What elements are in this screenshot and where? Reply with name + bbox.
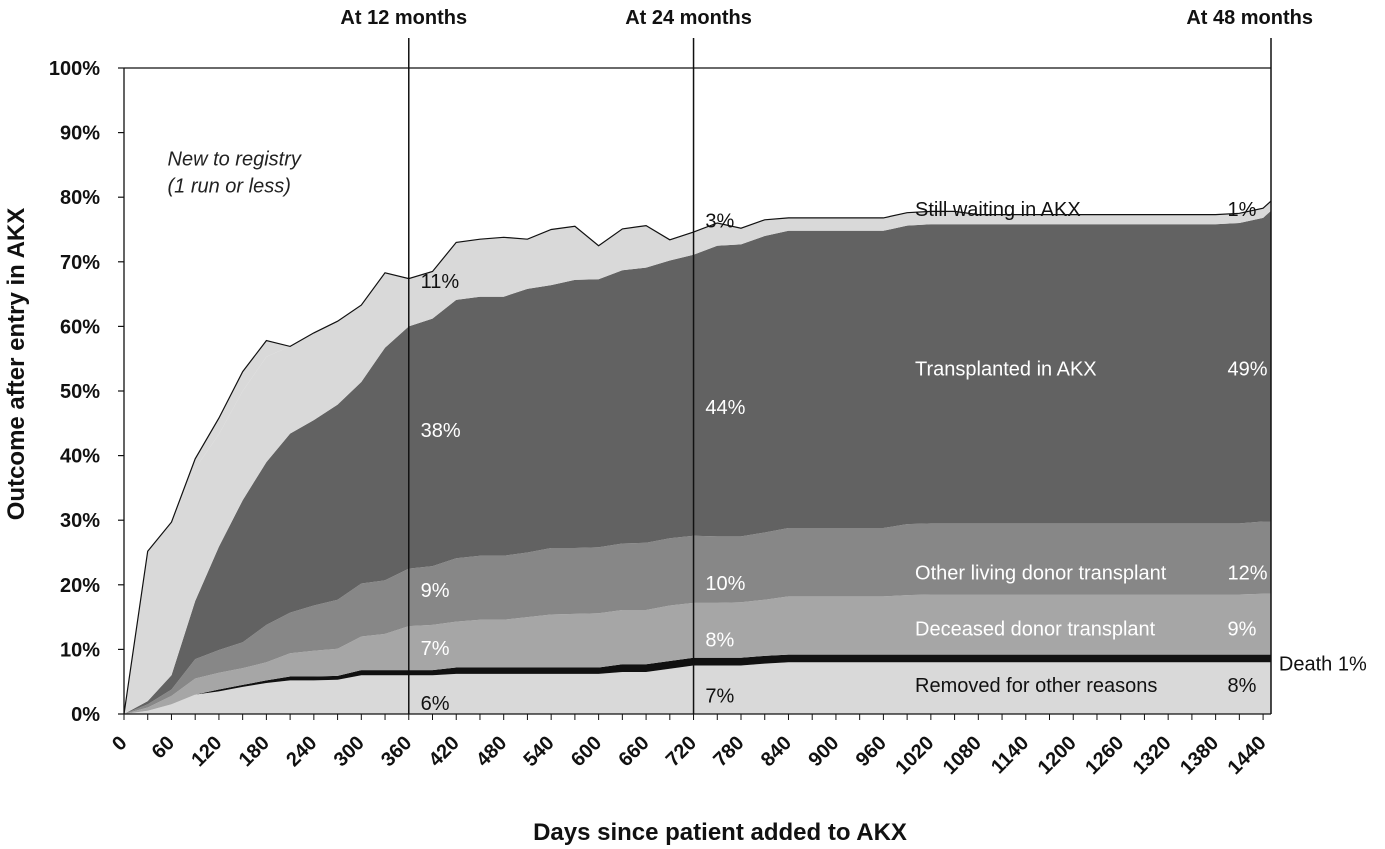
y-tick-label: 40% <box>60 446 100 468</box>
annotation-living-12: 9% <box>421 580 450 602</box>
annotation-removed: Removed for other reasons <box>915 675 1157 697</box>
annotation-new-registry-2: (1 run or less) <box>168 176 291 198</box>
area-other-living-donor-transplant <box>124 521 1271 714</box>
y-tick-label: 0% <box>71 704 100 726</box>
x-tick-label: 900 <box>804 732 843 771</box>
y-tick-label: 90% <box>60 123 100 145</box>
annotations-group: New to registry (1 run or less) 11% 38% 9% 7%… <box>168 148 1367 715</box>
x-tick-label: 1020 <box>891 732 938 779</box>
x-tick-label: 360 <box>377 732 416 771</box>
area-series-group <box>123 200 1272 715</box>
y-tick-label: 30% <box>60 510 100 532</box>
annotation-waiting-48: 1% <box>1227 199 1256 221</box>
x-tick-label: 1260 <box>1081 732 1128 779</box>
milestone-label-at-48-months: At 48 months <box>1186 7 1313 29</box>
y-tick-label: 100% <box>49 58 100 80</box>
x-tick-label: 1200 <box>1034 732 1081 779</box>
x-tick-label: 840 <box>757 732 796 771</box>
x-tick-label: 420 <box>425 732 464 771</box>
area-death <box>124 654 1271 714</box>
x-tick-label: 540 <box>520 732 559 771</box>
annotation-still-waiting: Still waiting in AKX <box>915 199 1081 221</box>
milestone-label-at-12-months: At 12 months <box>340 7 467 29</box>
annotation-deceased-24: 8% <box>705 630 734 652</box>
x-axis-title: Days since patient added to AKX <box>533 819 907 846</box>
y-tick-label: 20% <box>60 575 100 597</box>
milestone-lines-group: At 12 months At 24 months At 48 months <box>340 7 1313 714</box>
x-tick-label: 1440 <box>1224 732 1271 779</box>
x-tick-label: 720 <box>662 732 701 771</box>
x-tick-label: 240 <box>282 732 321 771</box>
area-transplanted-in-akx <box>124 210 1271 715</box>
annotation-living: Other living donor transplant <box>915 563 1167 585</box>
y-tick-label: 70% <box>60 252 100 274</box>
x-tick-label: 1380 <box>1176 732 1223 779</box>
y-tick-label: 50% <box>60 381 100 403</box>
x-tick-label: 60 <box>148 732 179 763</box>
x-tick-label: 300 <box>330 732 369 771</box>
y-tick-label: 10% <box>60 639 100 661</box>
x-tick-label: 1140 <box>987 732 1033 778</box>
area-deceased-donor-transplant <box>124 593 1271 714</box>
x-tick-label: 1320 <box>1129 732 1176 779</box>
annotation-deceased-48: 9% <box>1227 619 1256 641</box>
annotation-living-24: 10% <box>705 573 745 595</box>
x-tick-label: 480 <box>472 732 511 771</box>
annotation-transplanted: Transplanted in AKX <box>915 358 1097 380</box>
y-tick-label: 80% <box>60 187 100 209</box>
annotation-transplanted-24: 44% <box>705 397 745 419</box>
x-tick-label: 1080 <box>939 732 986 779</box>
x-tick-label: 120 <box>187 732 226 771</box>
y-tick-label: 60% <box>60 316 100 338</box>
area-top-outline <box>123 200 1272 715</box>
x-tick-label: 780 <box>709 732 748 771</box>
annotation-waiting-24: 3% <box>705 210 734 232</box>
annotation-living-48: 12% <box>1227 563 1267 585</box>
annotation-deceased: Deceased donor transplant <box>915 619 1156 641</box>
x-tick-label: 600 <box>567 732 606 771</box>
annotation-removed-24: 7% <box>705 685 734 707</box>
annotation-removed-12: 6% <box>421 693 450 715</box>
area-removed-for-other-reasons <box>124 662 1271 714</box>
milestone-label-at-24-months: At 24 months <box>625 7 752 29</box>
annotation-transplanted-12: 38% <box>421 420 461 442</box>
x-tick-label: 960 <box>852 732 891 771</box>
annotation-waiting-12: 11% <box>421 271 460 293</box>
annotation-death-48: Death 1% <box>1279 654 1367 676</box>
x-tick-label: 180 <box>235 732 274 771</box>
x-tick-label: 660 <box>614 732 653 771</box>
annotation-deceased-12: 7% <box>421 638 450 660</box>
x-tick-label: 0 <box>108 732 131 755</box>
annotation-transplanted-48: 49% <box>1227 358 1267 380</box>
y-axis-title: Outcome after entry in AKX <box>3 208 30 521</box>
annotation-new-registry-1: New to registry <box>168 148 302 170</box>
annotation-removed-48: 8% <box>1227 675 1256 697</box>
